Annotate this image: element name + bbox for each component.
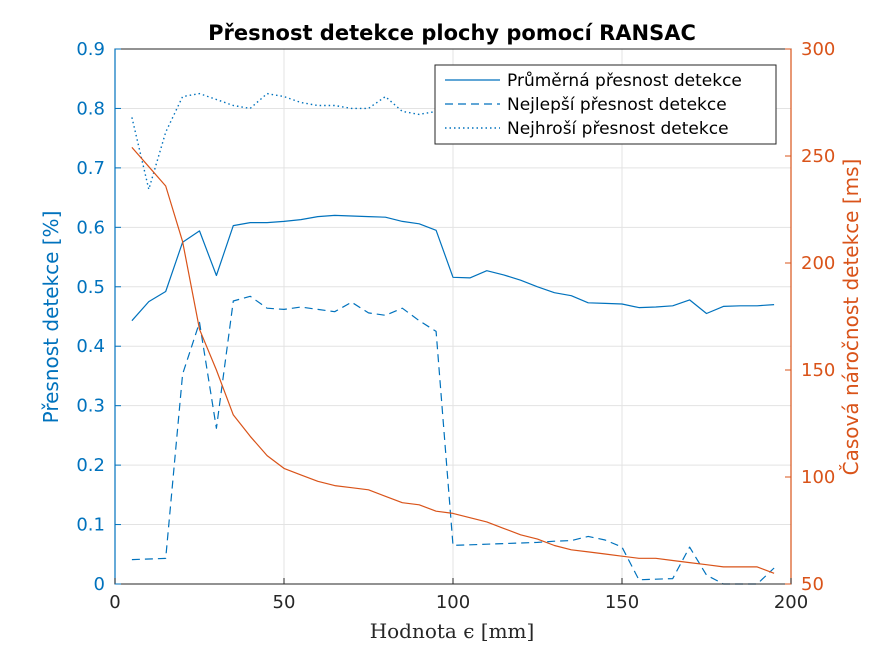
y-left-tick-label: 0.4 — [76, 336, 105, 357]
legend: Průměrná přesnost detekce Nejlepší přesn… — [434, 64, 777, 145]
series-line-time — [131, 147, 775, 574]
y-left-tick-label: 0.2 — [76, 455, 105, 476]
series-layer — [131, 92, 775, 585]
y-left-tick-label: 0.3 — [76, 396, 105, 417]
legend-label-worst: Nejhroší přesnost detekce — [507, 119, 729, 139]
series-line-mean — [131, 214, 775, 322]
y-right-tick-label: 300 — [801, 39, 835, 60]
y-left-tick-label: 0.9 — [76, 39, 105, 60]
y-right-tick-label: 150 — [801, 360, 835, 381]
chart-title: Přesnost detekce plochy pomocí RANSAC — [208, 21, 696, 45]
x-tick-label: 100 — [436, 592, 470, 613]
y-left-tick-label: 0.6 — [76, 217, 105, 238]
x-axis-label: Hodnota ϵ [mm] — [370, 619, 535, 643]
y-left-tick-label: 0 — [94, 574, 105, 595]
y-left-tick-label: 0.1 — [76, 515, 105, 536]
y-left-axis-label: Přesnost detekce [%] — [39, 211, 63, 424]
y-right-tick-label: 200 — [801, 253, 835, 274]
y-right-tick-label: 50 — [801, 574, 824, 595]
y-left-tick-label: 0.5 — [76, 277, 105, 298]
x-tick-label: 150 — [605, 592, 639, 613]
legend-label-best: Nejlepší přesnost detekce — [507, 95, 727, 115]
ticks-layer: 0 50 100 150 200 0 0.1 0.2 0.3 0.4 0.5 0.6 0.7 0.8 0.9… — [76, 39, 835, 613]
x-tick-label: 0 — [109, 592, 120, 613]
series-line-best — [131, 295, 775, 585]
y-left-tick-label: 0.8 — [76, 98, 105, 119]
x-tick-label: 200 — [774, 592, 808, 613]
y-right-tick-label: 250 — [801, 146, 835, 167]
x-tick-label: 50 — [273, 592, 296, 613]
y-right-axis-label: Časová náročnost detekce [ms] — [839, 159, 863, 476]
legend-label-mean: Průměrná přesnost detekce — [507, 71, 742, 91]
y-left-tick-label: 0.7 — [76, 158, 105, 179]
y-right-tick-label: 100 — [801, 467, 835, 488]
